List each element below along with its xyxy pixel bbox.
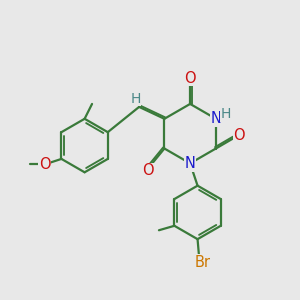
Text: O: O xyxy=(233,128,245,142)
Text: N: N xyxy=(210,111,221,126)
Text: N: N xyxy=(185,156,196,171)
Text: Br: Br xyxy=(195,255,211,270)
Text: O: O xyxy=(184,70,196,86)
Text: H: H xyxy=(221,107,232,121)
Text: O: O xyxy=(142,163,154,178)
Text: H: H xyxy=(130,92,141,106)
Text: O: O xyxy=(39,157,50,172)
